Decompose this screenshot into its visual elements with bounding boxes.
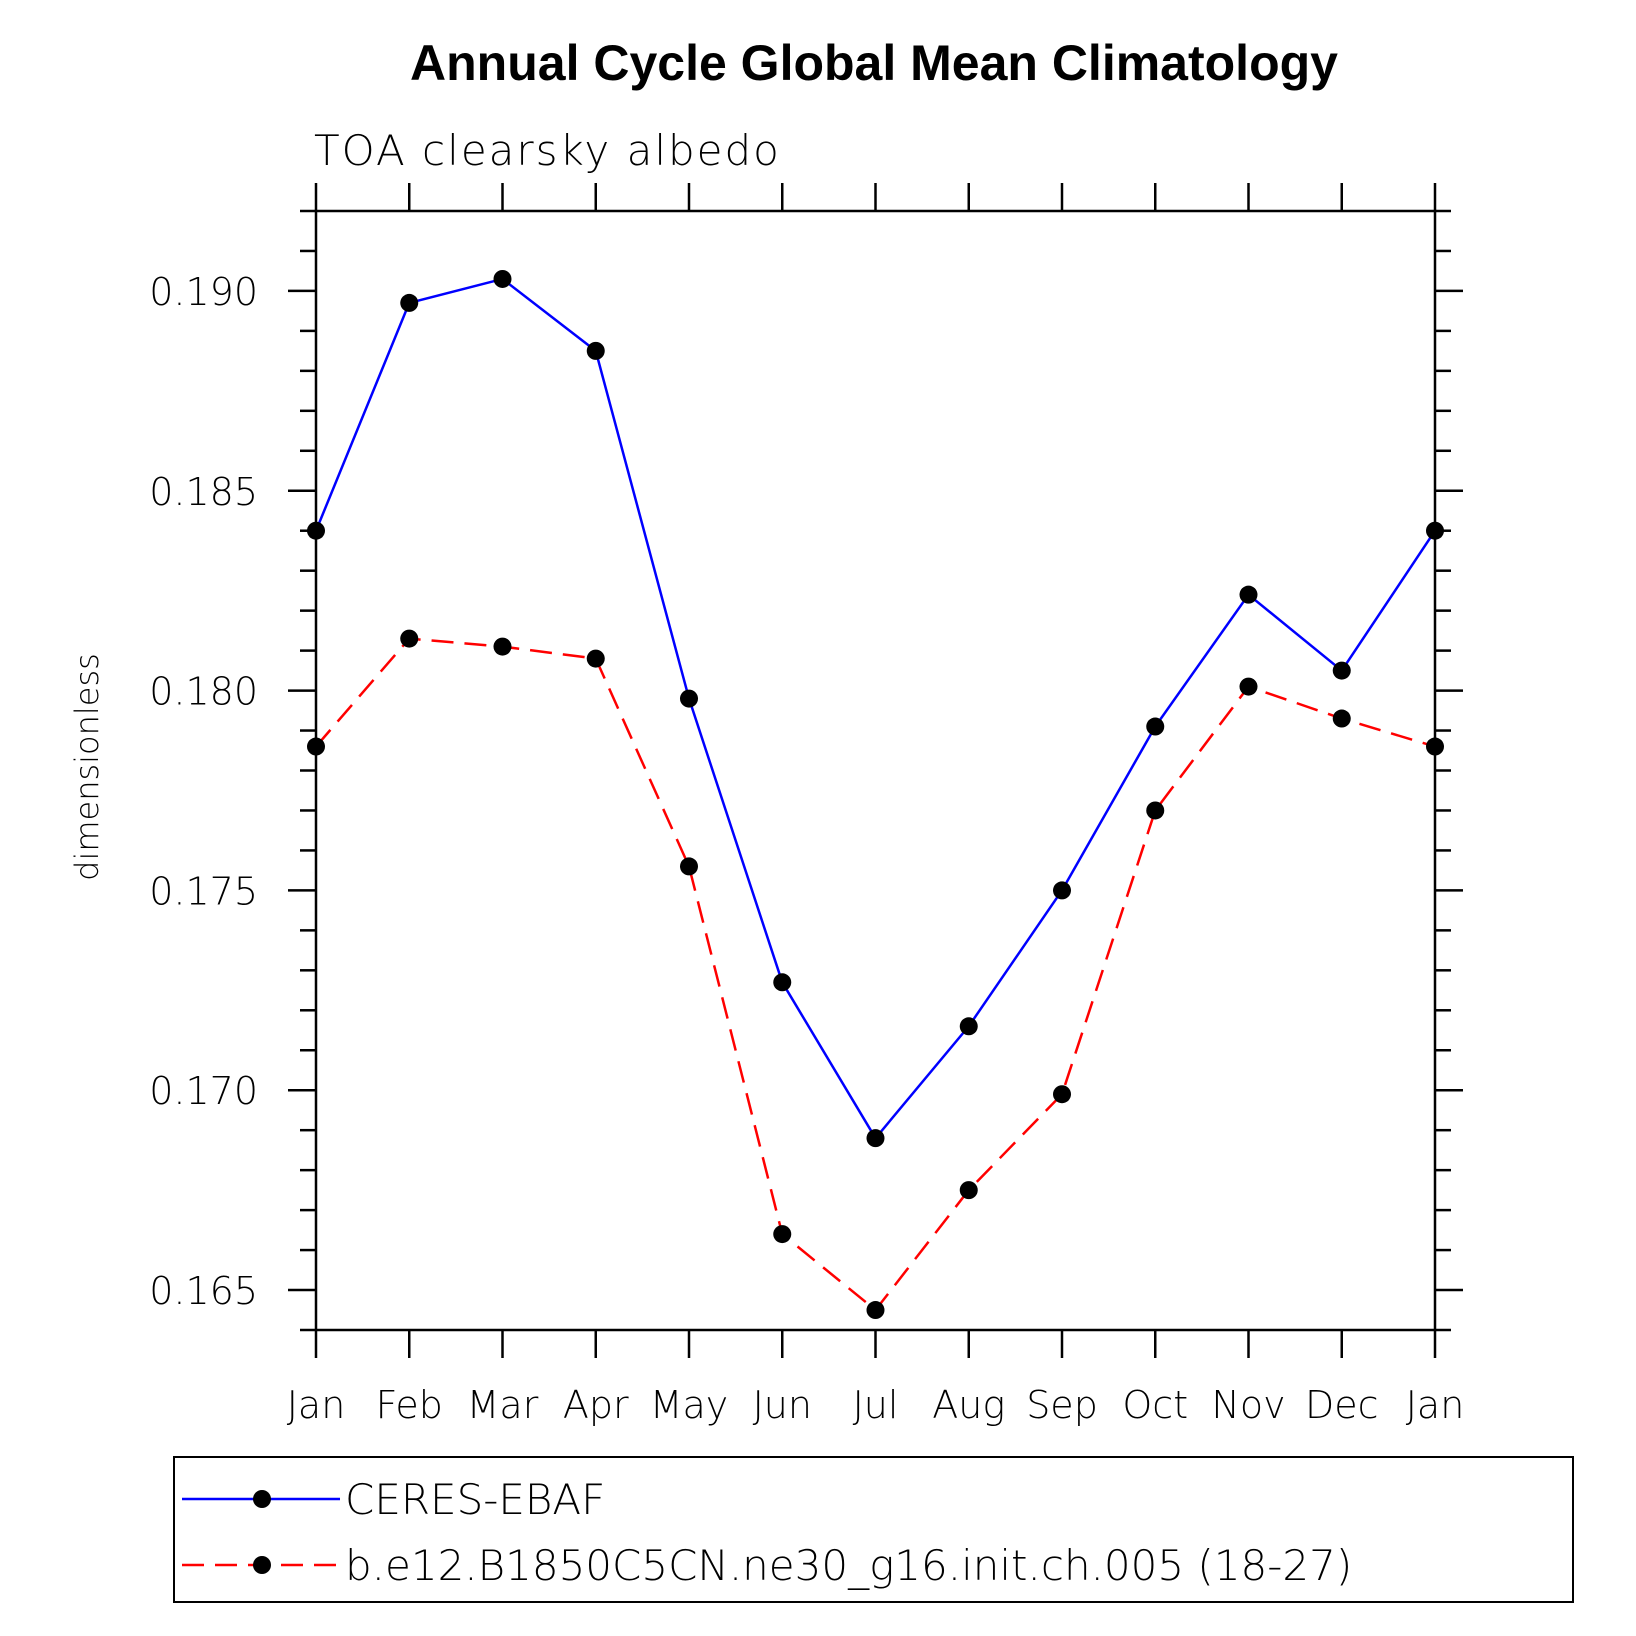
x-tick-label: Apr xyxy=(563,1383,629,1427)
data-point xyxy=(1426,521,1444,540)
data-point xyxy=(1239,585,1258,604)
x-tick-label: Jan xyxy=(1406,1383,1465,1427)
y-tick-label: 0.190 xyxy=(149,270,258,314)
x-tick-label: Dec xyxy=(1305,1383,1379,1427)
x-tick-label: May xyxy=(650,1383,729,1427)
series-line xyxy=(315,637,1436,1312)
legend-label-2: b.e12.B1850C5CN.ne30_g16.init.ch.005 (18… xyxy=(345,1541,1352,1590)
data-point xyxy=(866,1301,885,1320)
data-point xyxy=(586,341,605,360)
y-tick-label: 0.170 xyxy=(149,1069,258,1113)
legend-marker-2 xyxy=(253,1556,271,1574)
data-point xyxy=(959,1017,978,1036)
x-tick-label: Jul xyxy=(853,1383,899,1427)
legend: CERES-EBAF b.e12.B1850C5CN.ne30_g16.init.… xyxy=(173,1456,1574,1603)
x-tick-label: Feb xyxy=(376,1383,443,1427)
data-point xyxy=(1146,717,1165,736)
data-point xyxy=(680,689,698,708)
chart-subtitle: TOA clearsky albedo xyxy=(314,126,781,175)
data-point xyxy=(1332,709,1351,728)
data-point xyxy=(1332,661,1351,680)
y-tick-label: 0.165 xyxy=(149,1269,258,1313)
data-point xyxy=(400,293,419,312)
data-point xyxy=(493,637,512,656)
data-point xyxy=(1053,1085,1071,1104)
x-tick-label: Jun xyxy=(753,1383,812,1427)
series-2 xyxy=(307,629,1444,1320)
chart-title: Annual Cycle Global Mean Climatology xyxy=(410,35,1338,91)
data-point xyxy=(773,973,792,992)
x-tick-label: Sep xyxy=(1026,1383,1098,1427)
x-tick-label: Mar xyxy=(467,1383,539,1427)
series-1 xyxy=(307,269,1444,1148)
data-point xyxy=(307,521,325,540)
legend-marker-1 xyxy=(253,1490,271,1508)
y-axis-label: dimensionless xyxy=(68,653,106,881)
x-tick-label: Nov xyxy=(1211,1383,1285,1427)
data-point xyxy=(1426,737,1444,756)
data-point xyxy=(400,629,419,648)
data-point xyxy=(1239,677,1258,696)
series-layer xyxy=(307,269,1444,1320)
data-point xyxy=(307,737,325,756)
y-tick-label: 0.175 xyxy=(149,869,258,913)
plot-frame xyxy=(314,209,1437,1332)
data-point xyxy=(959,1181,978,1200)
data-point xyxy=(1146,801,1165,820)
x-tick-label: Oct xyxy=(1122,1383,1188,1427)
legend-box xyxy=(173,1456,1574,1603)
legend-label-1: CERES-EBAF xyxy=(345,1475,605,1524)
data-point xyxy=(1053,881,1071,900)
data-point xyxy=(493,269,512,288)
data-point xyxy=(586,649,605,668)
y-tick-label: 0.180 xyxy=(149,670,258,714)
data-point xyxy=(773,1225,792,1244)
axes: Jan Feb Mar Apr May Jun Jul Aug Sep Oct Nov Dec Jan 0… xyxy=(149,183,1464,1427)
x-tick-label: Jan xyxy=(287,1383,346,1427)
x-tick-label: Aug xyxy=(932,1383,1005,1427)
series-line xyxy=(314,277,1437,1141)
y-tick-label: 0.185 xyxy=(149,470,258,514)
data-point xyxy=(866,1129,885,1148)
data-point xyxy=(680,857,698,876)
